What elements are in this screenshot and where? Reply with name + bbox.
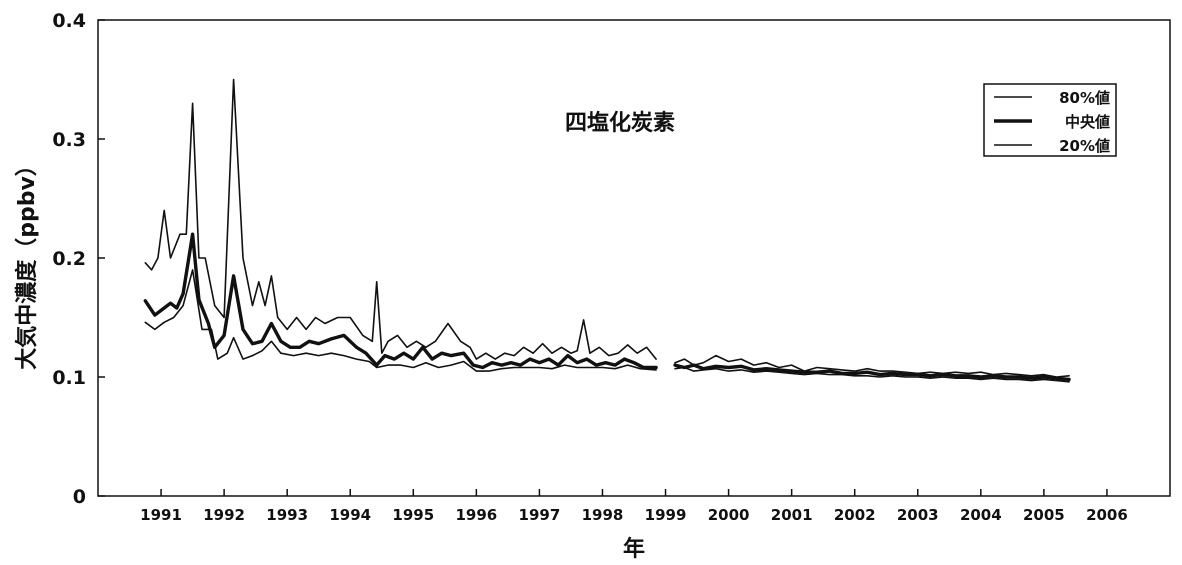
x-tick-label: 2006	[1086, 506, 1128, 524]
legend-label-median: 中央値	[1065, 113, 1110, 131]
legend-label-80: 80%値	[1059, 89, 1110, 107]
x-tick-label: 1997	[519, 506, 561, 524]
series-80-line-segment-2	[674, 354, 1070, 378]
series-median-line-segment-2	[673, 363, 1071, 382]
legend: 80%値 中央値 20%値	[983, 83, 1117, 157]
y-axis-label: 大気中濃度（ppbv）	[14, 154, 40, 370]
y-tick-label: 0	[73, 486, 86, 508]
legend-label-20: 20%値	[1059, 137, 1110, 155]
x-axis-ticks: 1991 1992 1993 1994 1995 1996 1997 1998 1999 2000…	[140, 489, 1128, 524]
y-tick-label: 0.1	[52, 367, 86, 389]
x-tick-label: 2005	[1023, 506, 1065, 524]
x-tick-label: 2000	[708, 506, 750, 524]
x-tick-label: 1993	[266, 506, 308, 524]
x-tick-label: 1991	[140, 506, 182, 524]
x-tick-label: 1992	[203, 506, 245, 524]
x-tick-label: 1998	[582, 506, 624, 524]
x-tick-label: 2001	[771, 506, 813, 524]
y-tick-label: 0.4	[52, 10, 86, 32]
series-20-line-segment-1	[144, 269, 657, 372]
x-tick-label: 1999	[645, 506, 687, 524]
x-tick-label: 2004	[960, 506, 1002, 524]
y-axis-ticks: 0 0.1 0.2 0.3 0.4	[52, 10, 105, 508]
chart-title: 四塩化炭素	[565, 110, 675, 136]
y-tick-label: 0.2	[52, 248, 86, 270]
series-layer	[143, 78, 1071, 383]
series-20-line-segment-2	[674, 366, 1070, 383]
series-median-line-segment-1	[143, 232, 658, 370]
x-axis-label: 年	[623, 536, 645, 562]
x-tick-label: 2002	[834, 506, 876, 524]
x-tick-label: 2003	[897, 506, 939, 524]
x-tick-label: 1996	[455, 506, 497, 524]
x-tick-label: 1994	[329, 506, 371, 524]
series-80-line-segment-1	[144, 78, 657, 360]
x-tick-label: 1995	[392, 506, 434, 524]
y-tick-label: 0.3	[52, 129, 86, 151]
